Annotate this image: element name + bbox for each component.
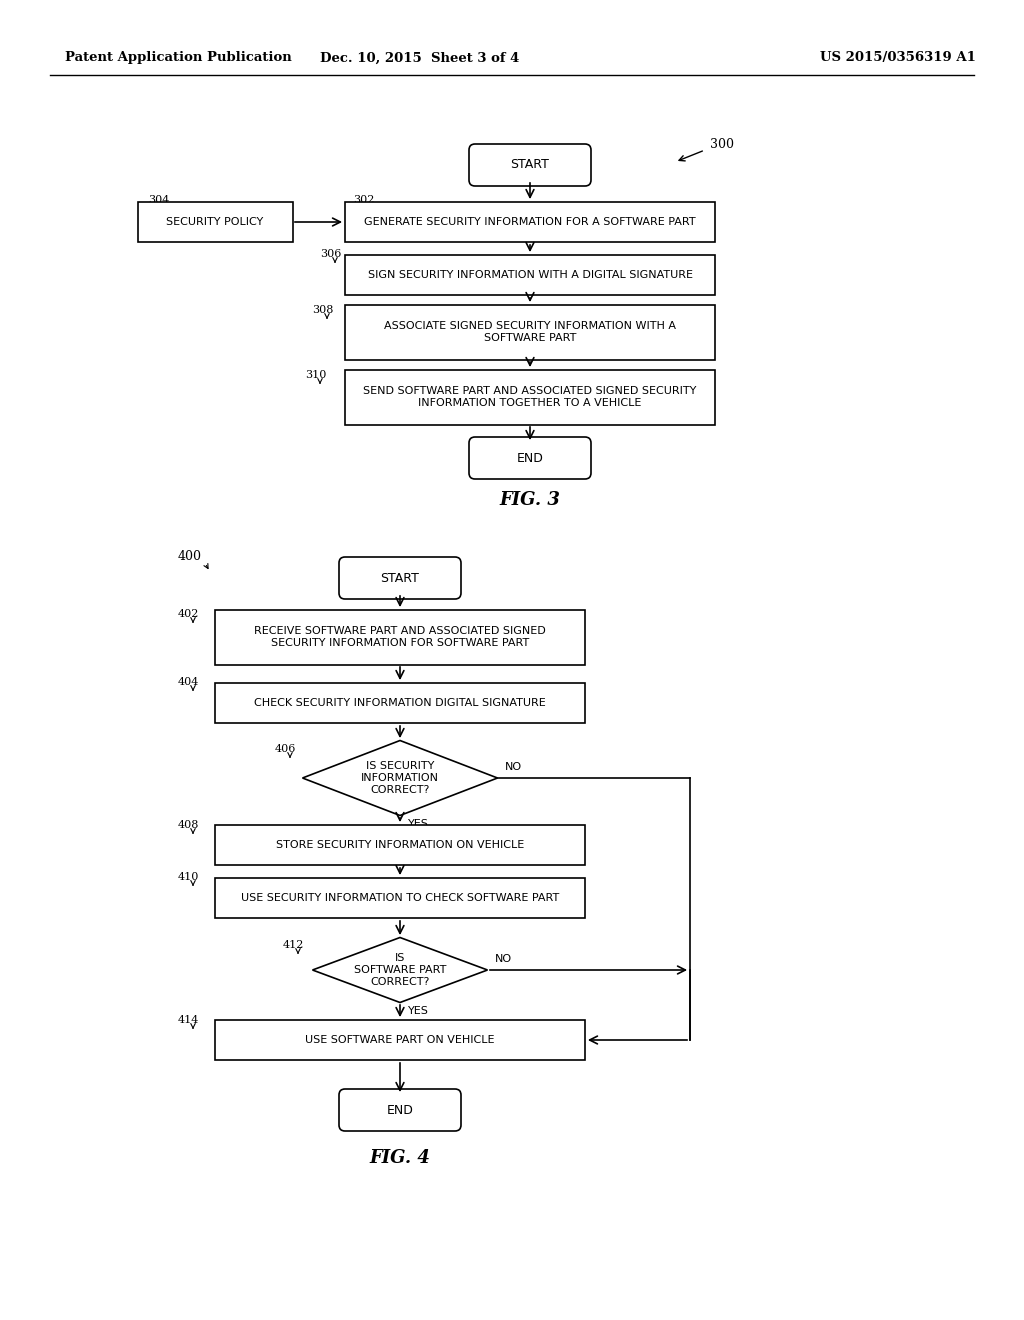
Bar (215, 825, 585, 865)
Text: RECEIVE SOFTWARE PART AND ASSOCIATED SIGNED
SECURITY INFORMATION FOR SOFTWARE PA: RECEIVE SOFTWARE PART AND ASSOCIATED SIG… (254, 626, 546, 648)
Text: 302: 302 (353, 195, 375, 205)
Text: 306: 306 (319, 249, 341, 259)
Text: 400: 400 (178, 550, 202, 564)
FancyBboxPatch shape (339, 1089, 461, 1131)
Bar (137, 202, 293, 242)
Text: Dec. 10, 2015  Sheet 3 of 4: Dec. 10, 2015 Sheet 3 of 4 (321, 51, 520, 65)
Text: IS
SOFTWARE PART
CORRECT?: IS SOFTWARE PART CORRECT? (354, 953, 446, 986)
Bar (215, 682, 585, 723)
Text: NO: NO (495, 954, 512, 964)
Text: 410: 410 (178, 873, 200, 882)
Text: YES: YES (408, 1006, 429, 1016)
Text: FIG. 3: FIG. 3 (500, 491, 560, 510)
Polygon shape (302, 741, 498, 816)
Text: FIG. 4: FIG. 4 (370, 1148, 430, 1167)
Text: 402: 402 (178, 609, 200, 619)
Text: 406: 406 (275, 744, 296, 754)
Text: GENERATE SECURITY INFORMATION FOR A SOFTWARE PART: GENERATE SECURITY INFORMATION FOR A SOFT… (365, 216, 696, 227)
Text: US 2015/0356319 A1: US 2015/0356319 A1 (820, 51, 976, 65)
Text: START: START (511, 158, 550, 172)
Text: 300: 300 (710, 139, 734, 150)
Bar (215, 878, 585, 917)
FancyBboxPatch shape (339, 557, 461, 599)
Text: 308: 308 (312, 305, 334, 315)
Text: 412: 412 (283, 940, 304, 950)
Text: END: END (387, 1104, 414, 1117)
Text: YES: YES (408, 818, 429, 829)
Bar (345, 202, 715, 242)
Text: USE SECURITY INFORMATION TO CHECK SOFTWARE PART: USE SECURITY INFORMATION TO CHECK SOFTWA… (241, 894, 559, 903)
Text: SIGN SECURITY INFORMATION WITH A DIGITAL SIGNATURE: SIGN SECURITY INFORMATION WITH A DIGITAL… (368, 271, 692, 280)
Text: END: END (516, 451, 544, 465)
Bar (345, 255, 715, 294)
Polygon shape (312, 937, 487, 1002)
Text: START: START (381, 572, 420, 585)
FancyBboxPatch shape (469, 437, 591, 479)
Text: 310: 310 (305, 370, 327, 380)
Bar (215, 1020, 585, 1060)
Bar (345, 370, 715, 425)
Text: ASSOCIATE SIGNED SECURITY INFORMATION WITH A
SOFTWARE PART: ASSOCIATE SIGNED SECURITY INFORMATION WI… (384, 321, 676, 343)
Bar (215, 610, 585, 664)
Text: SECURITY POLICY: SECURITY POLICY (166, 216, 263, 227)
FancyBboxPatch shape (469, 144, 591, 186)
Text: 414: 414 (178, 1015, 200, 1026)
Bar (345, 305, 715, 359)
Text: STORE SECURITY INFORMATION ON VEHICLE: STORE SECURITY INFORMATION ON VEHICLE (275, 840, 524, 850)
Text: 408: 408 (178, 820, 200, 830)
Text: 304: 304 (148, 195, 169, 205)
Text: SEND SOFTWARE PART AND ASSOCIATED SIGNED SECURITY
INFORMATION TOGETHER TO A VEHI: SEND SOFTWARE PART AND ASSOCIATED SIGNED… (364, 387, 696, 408)
Text: NO: NO (505, 762, 522, 772)
Text: USE SOFTWARE PART ON VEHICLE: USE SOFTWARE PART ON VEHICLE (305, 1035, 495, 1045)
Text: IS SECURITY
INFORMATION
CORRECT?: IS SECURITY INFORMATION CORRECT? (361, 762, 439, 795)
Text: CHECK SECURITY INFORMATION DIGITAL SIGNATURE: CHECK SECURITY INFORMATION DIGITAL SIGNA… (254, 698, 546, 708)
Text: Patent Application Publication: Patent Application Publication (65, 51, 292, 65)
Text: 404: 404 (178, 677, 200, 686)
